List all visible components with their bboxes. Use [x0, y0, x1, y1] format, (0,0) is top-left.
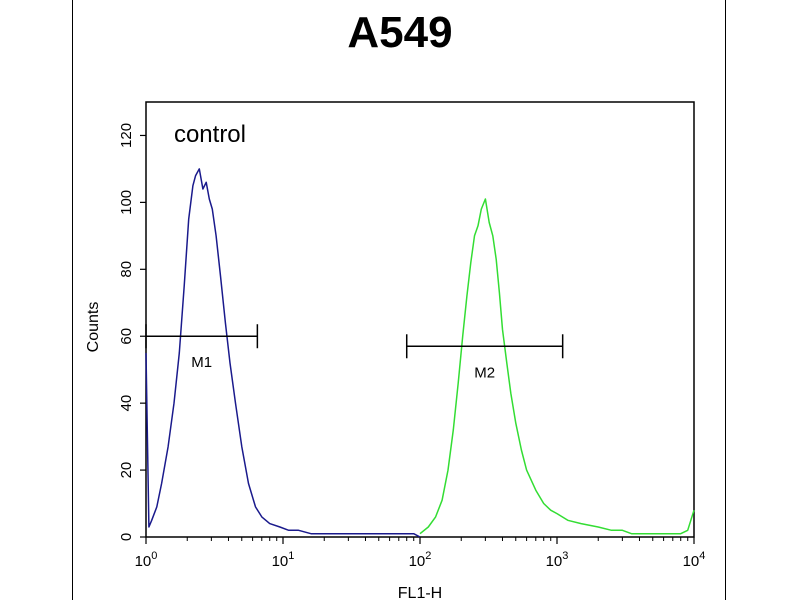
y-axis-title: Counts — [85, 302, 102, 353]
gate-label: M2 — [474, 364, 495, 381]
x-tick-label: 103 — [546, 550, 569, 570]
gate-label: M1 — [191, 354, 212, 371]
x-axis-title: FL1-H — [398, 585, 442, 600]
plot-area — [145, 101, 695, 538]
y-tick-label: 40 — [118, 395, 135, 412]
y-tick-label: 20 — [118, 462, 135, 479]
y-tick-label: 80 — [118, 261, 135, 278]
gate-marker-m2: M2 — [405, 334, 564, 381]
histogram-series-2 — [419, 198, 695, 535]
annotation-control: control — [174, 121, 246, 148]
figure-frame — [72, 0, 726, 600]
y-tick-label: 60 — [118, 328, 135, 345]
gate-marker-m1: M1 — [145, 324, 259, 371]
x-tick-label: 100 — [135, 550, 158, 570]
y-tick-label: 120 — [118, 123, 135, 148]
chart-title: A549 — [347, 8, 453, 57]
y-tick-label: 0 — [118, 533, 135, 541]
x-tick-label: 101 — [272, 550, 295, 570]
x-tick-label: 102 — [409, 550, 432, 570]
y-tick-label: 100 — [118, 190, 135, 215]
histogram-series-1 — [145, 168, 421, 538]
x-tick-label: 104 — [683, 550, 706, 570]
